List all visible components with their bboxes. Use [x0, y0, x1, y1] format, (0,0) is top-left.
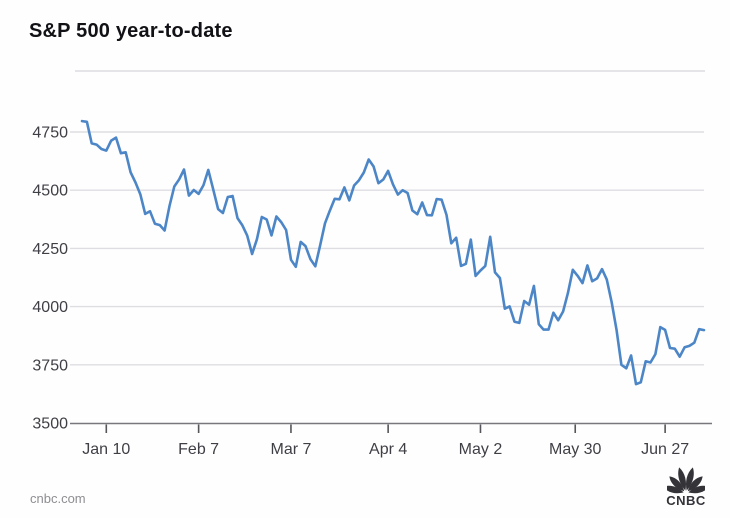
x-tick-label: Feb 7: [178, 441, 219, 458]
peacock-icon: [667, 467, 705, 494]
x-tick-label: Apr 4: [369, 441, 407, 458]
x-tick-label: May 2: [459, 441, 503, 458]
source-attribution: cnbc.com: [30, 491, 86, 506]
x-tick-label: Mar 7: [271, 441, 312, 458]
chart-title: S&P 500 year-to-date: [29, 20, 233, 42]
title-divider: [75, 70, 705, 72]
x-tick-label: Jan 10: [82, 441, 130, 458]
y-tick-label: 4750: [32, 125, 68, 142]
price-line: [80, 119, 706, 386]
y-tick-label: 4250: [32, 241, 68, 258]
y-tick-label: 4000: [32, 299, 68, 316]
x-tick-label: Jun 27: [641, 441, 689, 458]
cnbc-logo: CNBC: [658, 466, 714, 508]
logo-wordmark: CNBC: [666, 493, 706, 508]
x-tick-label: May 30: [549, 441, 602, 458]
y-tick-label: 3500: [32, 416, 68, 433]
y-tick-label: 4500: [32, 183, 68, 200]
y-tick-label: 3750: [32, 357, 68, 374]
